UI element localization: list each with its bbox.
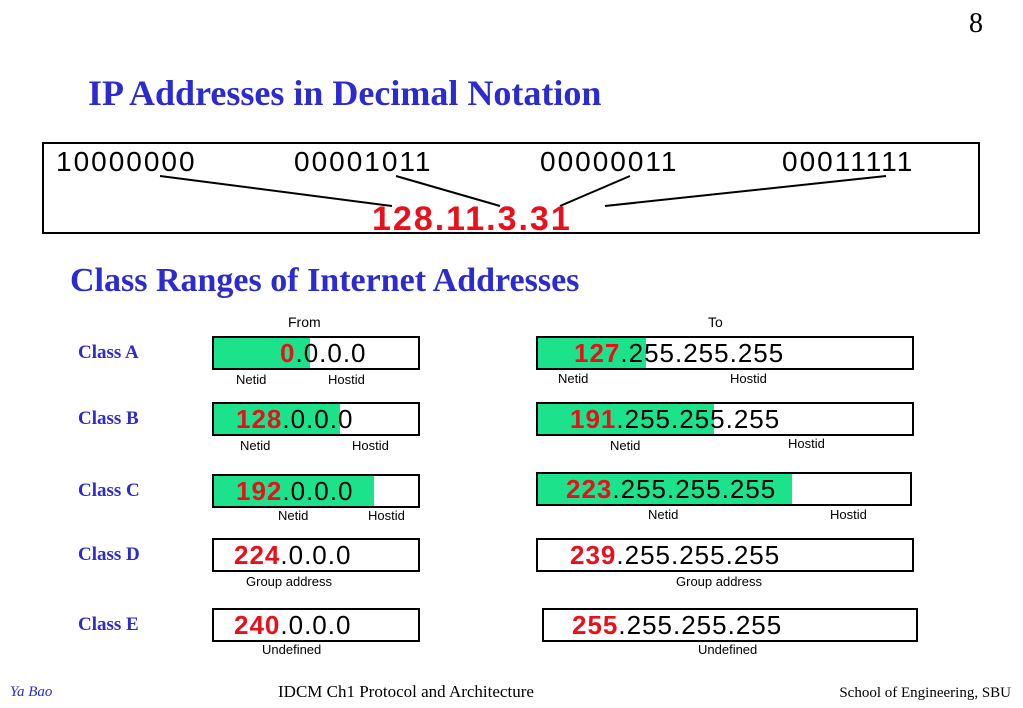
class-a-from-hostid-label: Hostid — [328, 372, 365, 387]
class-e-label: Class E — [78, 614, 139, 635]
class-e-from-undefined-label: Undefined — [262, 642, 322, 657]
class-d-to-rest: .255.255.255 — [616, 540, 781, 570]
class-c-from-hostid-label: Hostid — [368, 508, 405, 523]
netid-segment — [538, 474, 792, 504]
class-e-from-rest: .0.0.0 — [280, 610, 352, 640]
class-d-to-group-label: Group address — [676, 574, 762, 589]
class-c-from-netid-label: Netid — [278, 508, 309, 523]
class-d-to-first-octet: 239 — [570, 540, 617, 570]
class-b-from-netid-label: Netid — [240, 438, 271, 453]
class-d-to-box: 239.255.255.255 — [536, 538, 914, 572]
class-b-to-netid-label: Netid — [610, 438, 641, 453]
dotted-decimal-address: 128.11.3.31 — [372, 200, 572, 238]
class-d-from-first-octet: 224 — [234, 540, 281, 570]
netid-segment — [214, 476, 374, 506]
from-column-header: From — [288, 314, 321, 330]
class-c-from-rest: .0.0.0 — [282, 476, 354, 506]
class-d-from-group-label: Group address — [246, 574, 332, 589]
class-b-to-box: 191.255.255.255 — [536, 402, 914, 436]
binary-octet-3: 00000011 — [540, 146, 679, 177]
page-number: 8 — [969, 8, 983, 39]
to-column-header: To — [708, 314, 723, 330]
class-b-to-first-octet: 191 — [570, 404, 617, 434]
class-c-to-box: 223.255.255.255 — [536, 472, 912, 506]
class-a-to-box: 127.255.255.255 — [536, 336, 914, 370]
class-c-to-netid-label: Netid — [648, 507, 679, 522]
class-a-to-netid-label: Netid — [558, 371, 589, 386]
class-a-from-rest: .0.0.0 — [295, 338, 367, 368]
class-a-label: Class A — [78, 342, 139, 363]
class-e-from-box: 240.0.0.0 — [212, 608, 420, 642]
class-c-to-first-octet: 223 — [566, 474, 613, 504]
class-b-from-rest: .0.0.0 — [282, 404, 354, 434]
class-b-from-hostid-label: Hostid — [352, 438, 389, 453]
class-c-label: Class C — [78, 480, 140, 501]
class-c-from-box: 192.0.0.0 — [212, 474, 420, 508]
netid-segment — [538, 404, 714, 434]
slide-title: IP Addresses in Decimal Notation — [88, 73, 602, 113]
class-a-from-netid-label: Netid — [236, 372, 267, 387]
class-e-to-rest: .255.255.255 — [618, 610, 783, 640]
class-c-to-hostid-label: Hostid — [830, 507, 867, 522]
class-a-to-hostid-label: Hostid — [730, 371, 767, 386]
class-e-to-first-octet: 255 — [572, 610, 619, 640]
class-d-from-box: 224.0.0.0 — [212, 538, 420, 572]
class-d-label: Class D — [78, 544, 140, 565]
class-b-from-first-octet: 128 — [236, 404, 283, 434]
class-b-to-rest: .255.255.255 — [616, 404, 781, 434]
class-b-to-hostid-label: Hostid — [788, 436, 825, 451]
footer-school: School of Engineering, SBU — [839, 685, 1011, 701]
class-d-from-rest: .0.0.0 — [280, 540, 352, 570]
binary-octet-4: 00011111 — [782, 146, 915, 177]
class-e-to-box: 255.255.255.255 — [542, 608, 918, 642]
class-a-to-rest: .255.255.255 — [620, 338, 785, 368]
binary-octet-1: 10000000 — [56, 146, 197, 177]
class-b-label: Class B — [78, 408, 139, 429]
class-a-from-first-octet: 0 — [280, 338, 296, 368]
class-e-from-first-octet: 240 — [234, 610, 281, 640]
class-b-from-box: 128.0.0.0 — [212, 402, 420, 436]
netid-segment — [214, 404, 340, 434]
netid-segment — [538, 338, 646, 368]
binary-notation-box — [42, 142, 980, 234]
footer-course: IDCM Ch1 Protocol and Architecture — [278, 682, 534, 701]
section-subtitle: Class Ranges of Internet Addresses — [70, 262, 580, 299]
class-c-from-first-octet: 192 — [236, 476, 283, 506]
binary-octet-2: 00001011 — [294, 146, 433, 177]
class-a-from-box: 0.0.0.0 — [212, 336, 420, 370]
class-a-to-first-octet: 127 — [574, 338, 621, 368]
netid-segment — [214, 338, 310, 368]
class-c-to-rest: .255.255.255 — [612, 474, 777, 504]
class-e-to-undefined-label: Undefined — [698, 642, 758, 657]
footer-author: Ya Bao — [10, 684, 53, 700]
